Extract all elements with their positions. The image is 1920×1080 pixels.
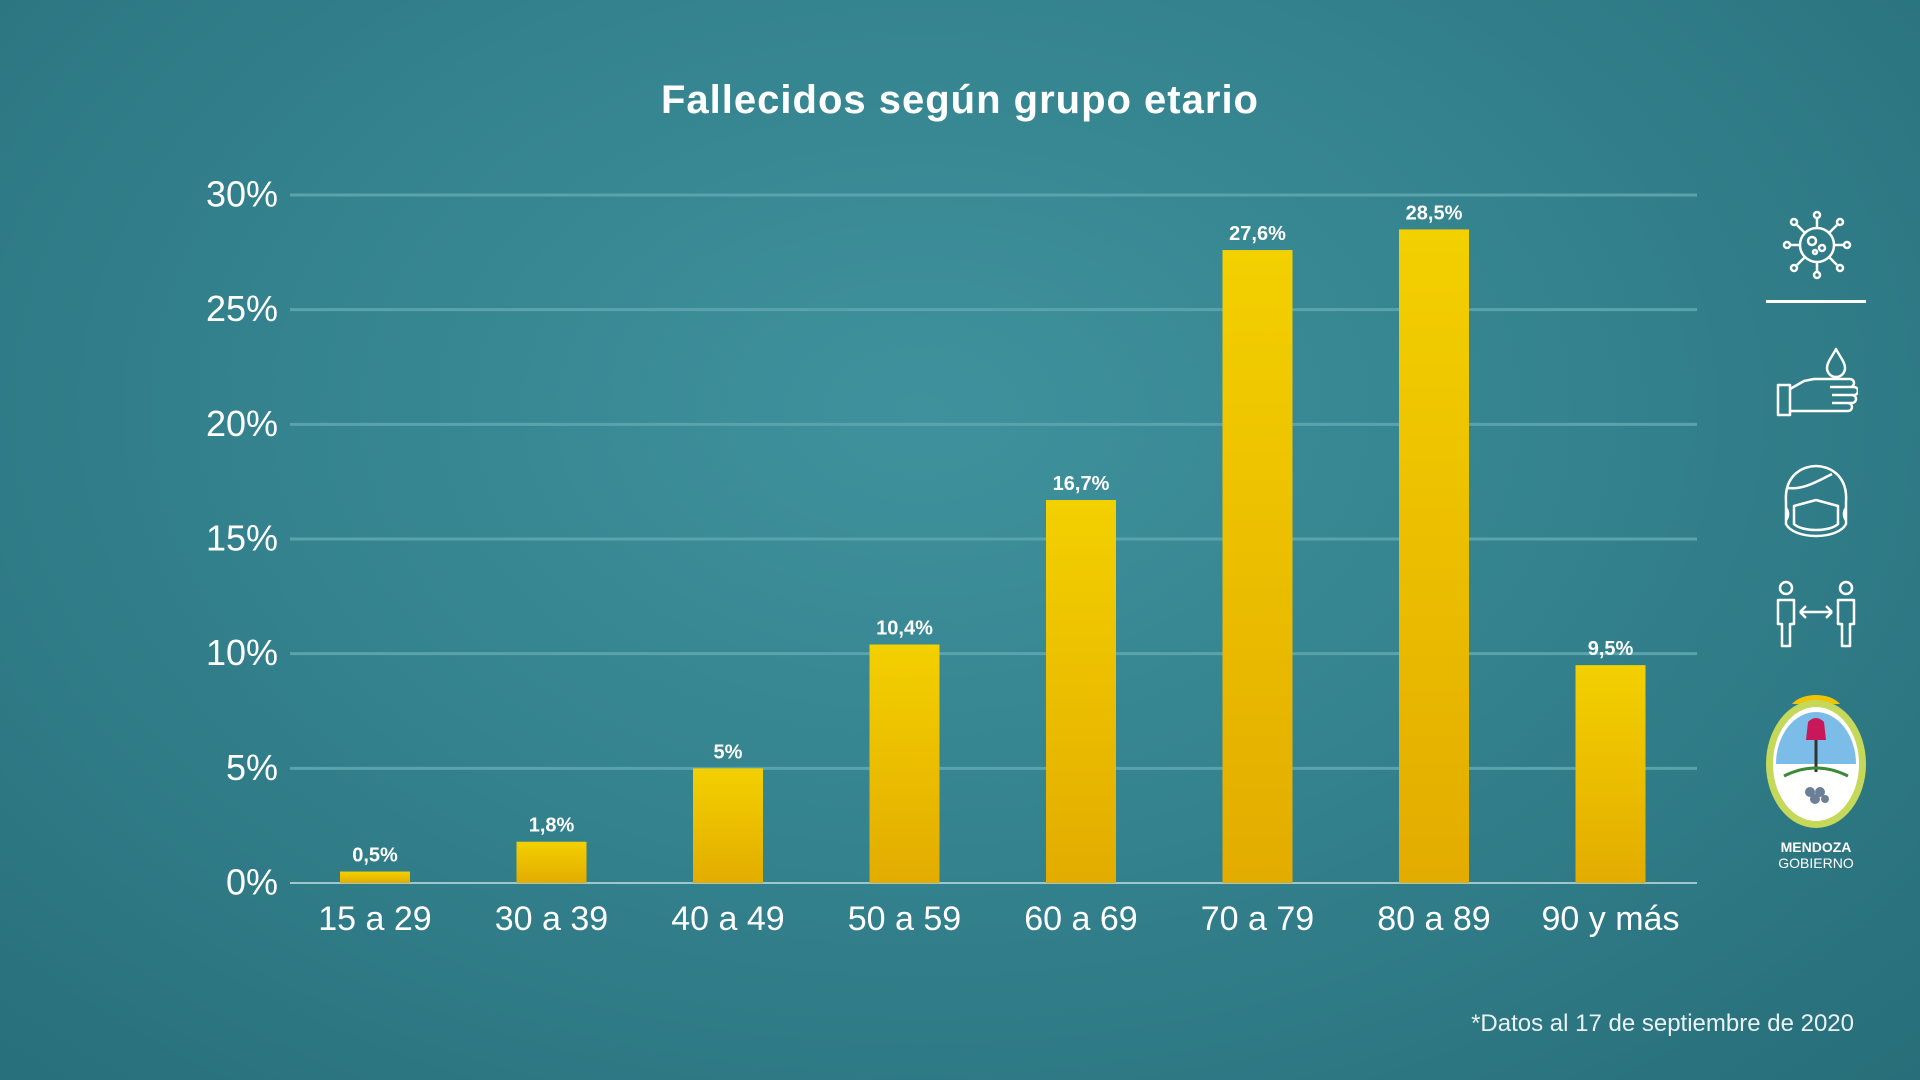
virus-icon: [1782, 210, 1852, 280]
mendoza-coat-of-arms: [1766, 695, 1866, 828]
x-tick-label: 80 a 89: [1377, 900, 1490, 938]
y-tick-label: 15%: [206, 518, 278, 559]
y-tick-label: 30%: [206, 174, 278, 215]
y-tick-label: 0%: [226, 862, 278, 903]
footnote: *Datos al 17 de septiembre de 2020: [1471, 1010, 1854, 1037]
x-tick-label: 50 a 59: [848, 900, 961, 938]
value-label: 1,8%: [529, 815, 575, 837]
value-labels: 0,5% 1,8% 5% 10,4% 16,7% 27,6% 28,5% 9,5%: [352, 202, 1633, 866]
value-label: 0,5%: [352, 845, 398, 867]
x-tick-label: 70 a 79: [1201, 900, 1314, 938]
y-tick-label: 10%: [206, 632, 278, 673]
value-label: 16,7%: [1053, 473, 1110, 495]
bar-90-y-más: [1575, 665, 1646, 883]
bar-40-a-49: [693, 768, 763, 883]
logo-line-1: MENDOZA: [1780, 839, 1852, 855]
social-distance-icon: [1776, 580, 1856, 648]
bar-30-a-39: [516, 841, 587, 883]
y-tick-label: 25%: [206, 288, 278, 329]
logo-line-2: GOBIERNO: [1778, 855, 1854, 871]
x-tick-label: 30 a 39: [495, 900, 608, 938]
bar-70-a-79: [1222, 250, 1293, 884]
mendoza-gobierno-logo: MENDOZA GOBIERNO: [1762, 688, 1870, 871]
value-label: 5%: [714, 741, 743, 763]
value-label: 9,5%: [1588, 638, 1634, 660]
hand-washing-icon: [1776, 347, 1858, 417]
x-tick-label: 15 a 29: [318, 900, 431, 938]
face-mask-icon: [1784, 464, 1848, 538]
x-tick-label: 90 y más: [1542, 900, 1680, 938]
x-axis-ticks: 15 a 29 30 a 39 40 a 49 50 a 59 60 a 69 70 a …: [318, 900, 1679, 938]
value-label: 27,6%: [1229, 223, 1286, 245]
y-tick-label: 5%: [226, 747, 278, 788]
bars: [340, 229, 1646, 884]
y-axis-ticks: 0% 5% 10% 15% 20% 25% 30%: [206, 174, 278, 903]
divider-line: [1766, 300, 1866, 303]
bar-60-a-69: [1046, 500, 1116, 883]
bar-80-a-89: [1399, 229, 1469, 883]
x-tick-label: 40 a 49: [671, 900, 784, 938]
gridlines: [290, 193, 1697, 884]
value-label: 10,4%: [876, 617, 933, 639]
chart-title: Fallecidos según grupo etario: [661, 78, 1259, 122]
bar-50-a-59: [869, 644, 940, 883]
value-label: 28,5%: [1406, 202, 1463, 224]
x-tick-label: 60 a 69: [1024, 900, 1137, 938]
y-tick-label: 20%: [206, 403, 278, 444]
bar-15-a-29: [340, 871, 410, 883]
